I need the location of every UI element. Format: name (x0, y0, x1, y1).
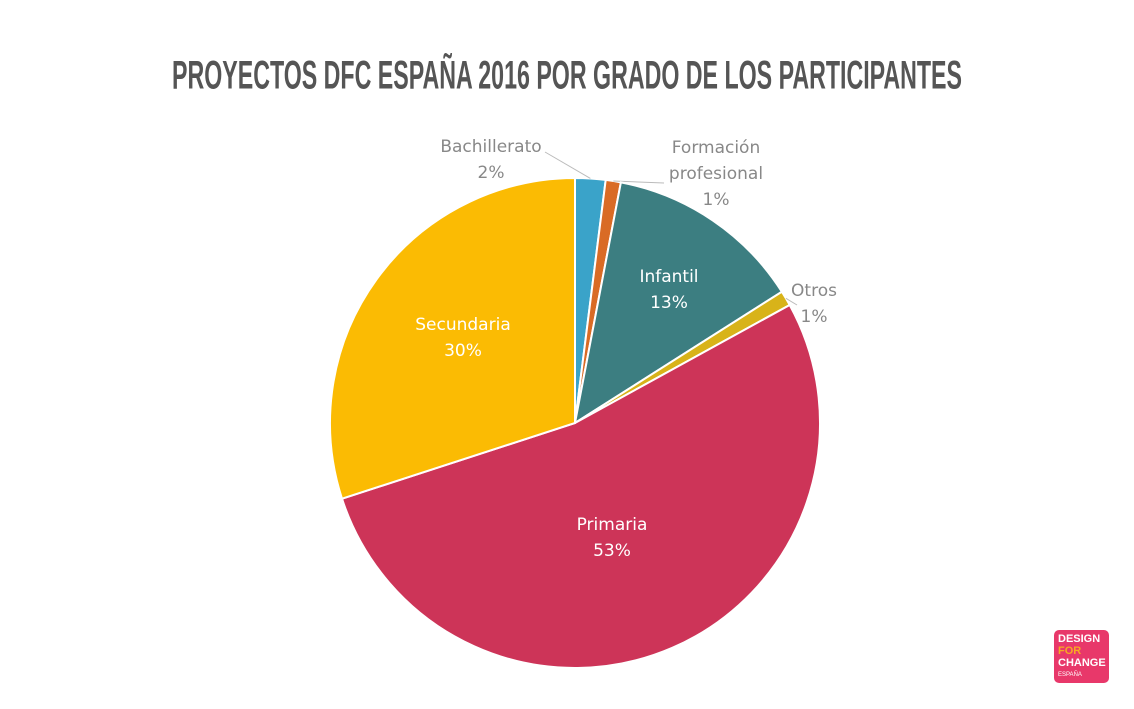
slice-name: Infantil (639, 267, 699, 287)
chart-title: PROYECTOS DFC ESPAÑA 2016 POR GRADO DE L… (172, 52, 962, 98)
slice-value: 53% (593, 541, 631, 561)
slice-name: Formación profesional (668, 138, 764, 184)
slice-value: 30% (444, 341, 482, 361)
data-label: Primaria 53% (547, 512, 677, 564)
slice-value: 1% (702, 190, 730, 210)
logo-text: DESIGN (1058, 633, 1100, 645)
slice-value: 2% (477, 163, 505, 183)
leader-line (785, 297, 798, 306)
pie-slice (329, 176, 576, 500)
slice-name: Bachillerato (440, 137, 542, 157)
logo-text: FOR (1058, 645, 1081, 657)
slice-value: 13% (650, 293, 688, 313)
slice-name: Secundaria (415, 315, 511, 335)
data-label: Infantil 13% (604, 264, 734, 316)
slice-name: Otros (791, 281, 837, 301)
data-label: Bachillerato 2% (426, 134, 556, 186)
data-label: Otros 1% (749, 278, 879, 330)
logo-box (1054, 630, 1109, 683)
pie-slice (340, 303, 821, 669)
data-label: Secundaria 30% (398, 312, 528, 364)
leader-line (544, 151, 591, 179)
logo-text: CHANGE (1058, 657, 1106, 669)
leader-line (613, 180, 665, 184)
slice-value: 1% (800, 307, 828, 327)
slice-name: Primaria (576, 515, 648, 535)
logo-text: ESPAÑA (1058, 671, 1082, 678)
data-label: Formación profesional 1% (661, 135, 771, 213)
pie-slice (573, 181, 784, 426)
